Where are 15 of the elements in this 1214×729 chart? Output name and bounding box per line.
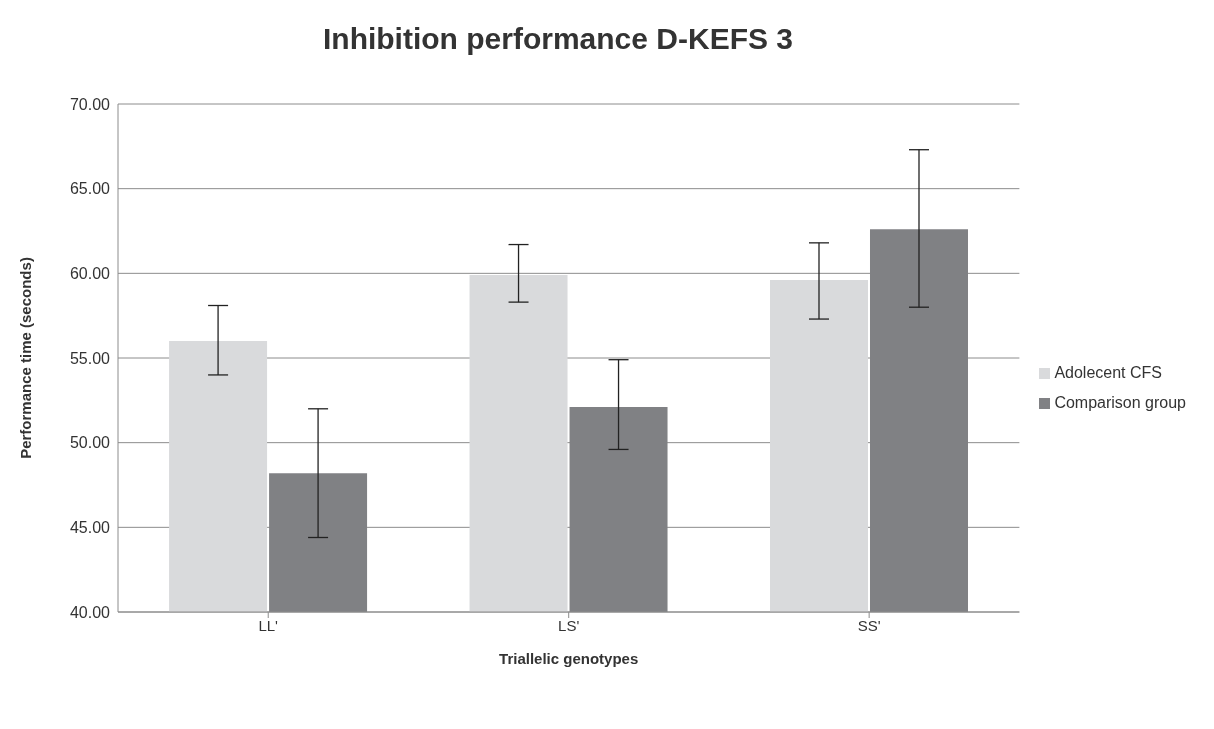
- y-tick-label: 65.00: [69, 180, 111, 198]
- y-tick-label: 70.00: [69, 95, 111, 113]
- x-tick-label: LL': [258, 616, 279, 634]
- y-tick-label: 60.00: [69, 265, 111, 283]
- x-tick-label: SS': [857, 616, 881, 634]
- y-tick-label: 55.00: [69, 349, 111, 367]
- y-tick-label: 50.00: [69, 434, 111, 452]
- y-tick-label: 40.00: [69, 603, 111, 621]
- legend-label: Adolecent CFS: [1054, 364, 1162, 381]
- x-axis-title: Triallelic genotypes: [499, 650, 639, 667]
- y-axis-title: Performance time (seconds): [17, 257, 35, 459]
- chart-title: Inhibition performance D-KEFS 3: [321, 22, 794, 56]
- x-tick-label: LS': [558, 616, 580, 634]
- y-tick-label: 45.00: [69, 519, 111, 537]
- legend-label: Comparison group: [1054, 394, 1186, 411]
